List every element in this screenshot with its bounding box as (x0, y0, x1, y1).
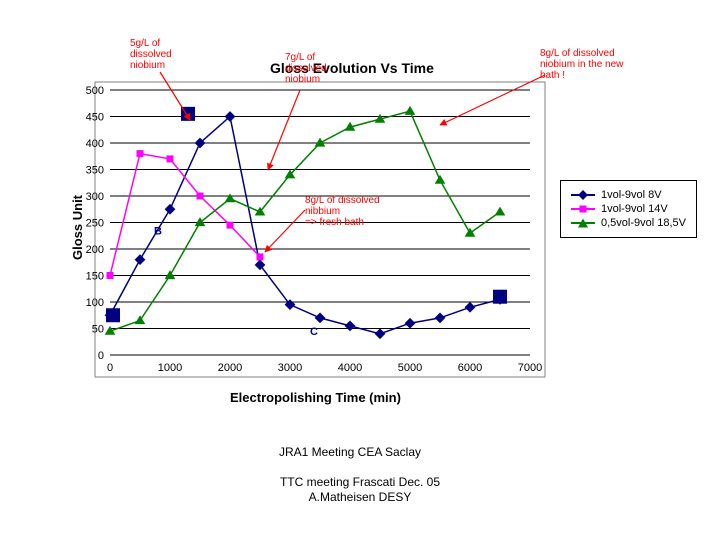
annotation-a3: 8g/L of dissolvedniobium in the newbath … (540, 48, 623, 81)
page: Gloss Evolution Vs Time Gloss Unit Elect… (0, 0, 720, 540)
annotation-a1: 5g/L ofdissolvedniobium (130, 38, 172, 71)
svg-text:200: 200 (86, 244, 104, 256)
diamond-icon (578, 190, 588, 200)
square-icon (580, 206, 587, 213)
svg-text:7000: 7000 (518, 362, 542, 374)
legend-label: 0,5vol-9vol 18,5V (601, 217, 686, 229)
svg-text:450: 450 (86, 112, 104, 124)
svg-text:300: 300 (86, 191, 104, 203)
legend-item: 0,5vol-9vol 18,5V (571, 217, 686, 229)
svg-text:6000: 6000 (458, 362, 482, 374)
footer-line3: A.Matheisen DESY (230, 490, 490, 504)
legend: 1vol-9vol 8V 1vol-9vol 14V 0,5vol-9vol 18,… (560, 180, 697, 238)
svg-text:350: 350 (86, 165, 104, 177)
legend-item: 1vol-9vol 14V (571, 203, 686, 215)
svg-text:3000: 3000 (278, 362, 302, 374)
svg-text:C: C (310, 326, 318, 338)
legend-label: 1vol-9vol 14V (601, 203, 668, 215)
svg-text:B: B (154, 225, 162, 237)
svg-text:1000: 1000 (158, 362, 182, 374)
svg-text:0: 0 (107, 362, 113, 374)
svg-text:50: 50 (92, 324, 104, 336)
annotation-a4: 8g/L of dissolvednibbium=> fresh bath (305, 195, 380, 228)
svg-text:2000: 2000 (218, 362, 242, 374)
chart-canvas: 0501001502002503003504004505000100020003… (0, 0, 720, 540)
svg-text:400: 400 (86, 138, 104, 150)
svg-text:100: 100 (86, 297, 104, 309)
svg-text:0: 0 (98, 350, 104, 362)
footer-line1: JRA1 Meeting CEA Saclay (200, 445, 500, 459)
legend-item: 1vol-9vol 8V (571, 189, 686, 201)
footer-line2: TTC meeting Frascati Dec. 05 (230, 475, 490, 489)
svg-text:150: 150 (86, 271, 104, 283)
svg-text:250: 250 (86, 218, 104, 230)
svg-text:5000: 5000 (398, 362, 422, 374)
triangle-icon (578, 219, 588, 228)
annotation-a2: 7g/L ofdissolvedniobium (285, 52, 327, 85)
svg-text:4000: 4000 (338, 362, 362, 374)
legend-label: 1vol-9vol 8V (601, 189, 662, 201)
svg-text:500: 500 (86, 85, 104, 97)
svg-text:A: A (109, 310, 117, 322)
